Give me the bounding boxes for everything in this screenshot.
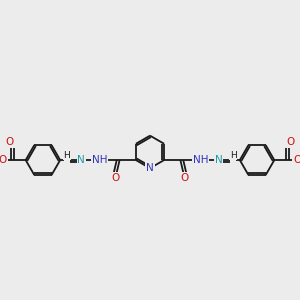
Text: NH: NH xyxy=(193,155,208,165)
Text: O: O xyxy=(286,137,295,147)
Text: H: H xyxy=(230,151,236,160)
Text: O: O xyxy=(0,155,7,165)
Text: O: O xyxy=(293,155,300,165)
Text: NH: NH xyxy=(92,155,107,165)
Text: N: N xyxy=(146,163,154,173)
Text: N: N xyxy=(77,155,85,165)
Text: O: O xyxy=(112,173,120,183)
Text: O: O xyxy=(5,137,14,147)
Text: H: H xyxy=(64,151,70,160)
Text: O: O xyxy=(180,173,188,183)
Text: N: N xyxy=(215,155,223,165)
